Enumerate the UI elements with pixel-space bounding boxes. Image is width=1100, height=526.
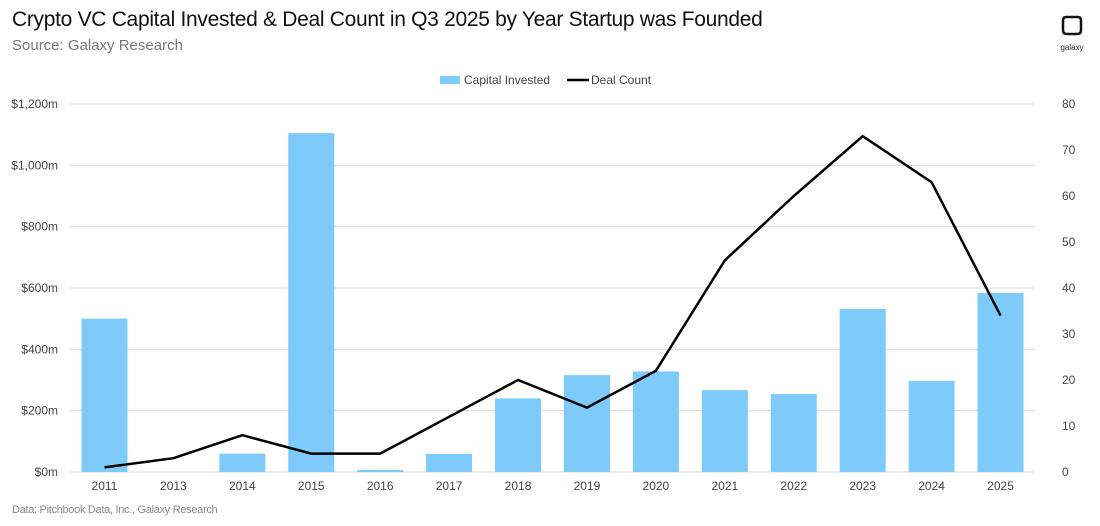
bar-2014 xyxy=(219,453,266,472)
y-right-tick-label: 20 xyxy=(1062,373,1076,387)
x-tick-label: 2019 xyxy=(574,479,601,493)
y-left-tick-label: $400m xyxy=(21,342,58,356)
x-tick-label: 2020 xyxy=(643,479,670,493)
x-tick-label: 2011 xyxy=(92,479,118,493)
y-right-tick-label: 60 xyxy=(1062,189,1076,203)
x-tick-label: 2017 xyxy=(436,479,463,493)
bar-2017 xyxy=(426,453,473,472)
x-tick-label: 2013 xyxy=(160,479,187,493)
y-right-tick-label: 50 xyxy=(1062,235,1076,249)
x-tick-label: 2014 xyxy=(229,479,256,493)
deal-count-line xyxy=(104,134,1002,469)
y-right-tick-label: 0 xyxy=(1062,465,1069,479)
legend-label-deal-count: Deal Count xyxy=(591,73,652,87)
y-left-tick-label: $1,200m xyxy=(11,97,58,111)
bar-2011 xyxy=(81,318,128,472)
bar-2023 xyxy=(839,308,886,472)
bar-2022 xyxy=(770,394,817,472)
y-right-tick-label: 70 xyxy=(1062,143,1076,157)
x-tick-label: 2022 xyxy=(780,479,807,493)
legend-label-capital-invested: Capital Invested xyxy=(464,73,550,87)
y-left-tick-label: $200m xyxy=(21,404,58,418)
x-tick-label: 2025 xyxy=(987,479,1014,493)
y-right-tick-label: 10 xyxy=(1062,419,1076,433)
bar-2020 xyxy=(632,371,679,472)
x-tick-label: 2015 xyxy=(298,479,325,493)
data-source-note: Data: Pitchbook Data, Inc., Galaxy Resea… xyxy=(12,504,218,516)
bar-2016 xyxy=(357,469,404,472)
galaxy-logo: galaxy xyxy=(1055,14,1089,52)
x-tick-label: 2024 xyxy=(918,479,945,493)
x-tick-label: 2016 xyxy=(367,479,394,493)
y-left-tick-label: $800m xyxy=(21,220,58,234)
y-left-tick-label: $1,000m xyxy=(11,158,58,172)
galaxy-logo-icon xyxy=(1061,15,1083,36)
bar-2019 xyxy=(563,375,610,472)
logo-text: galaxy xyxy=(1060,43,1084,52)
bar-2018 xyxy=(495,398,542,472)
bar-2025 xyxy=(977,292,1024,472)
y-right-tick-label: 80 xyxy=(1062,97,1076,111)
x-tick-label: 2023 xyxy=(849,479,876,493)
bar-2024 xyxy=(908,380,955,472)
x-tick-label: 2018 xyxy=(505,479,532,493)
bar-2021 xyxy=(701,390,748,472)
y-left-tick-label: $600m xyxy=(21,281,58,295)
chart-subtitle: Source: Galaxy Research xyxy=(12,37,183,54)
x-tick-label: 2021 xyxy=(711,479,738,493)
y-right-tick-label: 30 xyxy=(1062,327,1076,341)
y-right-tick-label: 40 xyxy=(1062,281,1076,295)
legend-swatch-capital-invested xyxy=(440,76,460,84)
bar-2015 xyxy=(288,133,335,472)
chart-title: Crypto VC Capital Invested & Deal Count … xyxy=(12,8,763,31)
y-left-tick-label: $0m xyxy=(35,465,58,479)
